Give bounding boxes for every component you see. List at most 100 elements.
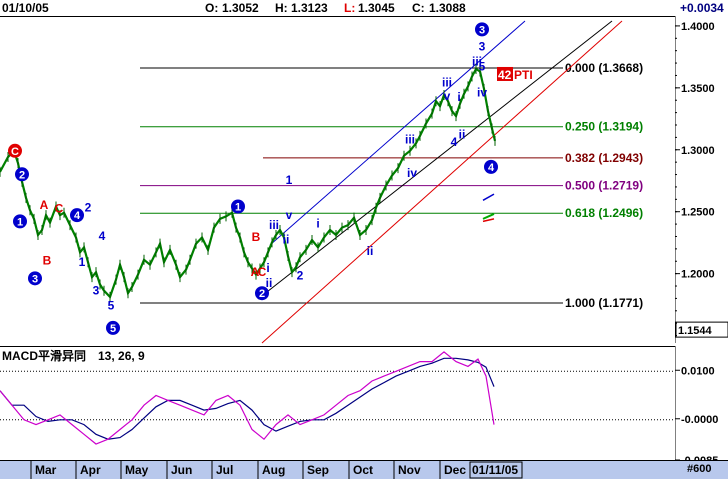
wave-circle-label: 4 [74, 210, 81, 222]
wave-circle [255, 286, 269, 301]
wave-label: i [316, 217, 319, 231]
wave-label: 2 [297, 269, 304, 283]
current-date: 01/10/05 [2, 1, 49, 15]
wave-label: 5 [108, 298, 115, 312]
wave-label: 4 [451, 135, 458, 149]
wave-label: v [444, 89, 451, 103]
channel-mid-line [257, 20, 613, 300]
wave-label: B [43, 254, 52, 268]
wave-label: ii [266, 276, 273, 290]
wave-label: ii [459, 127, 466, 141]
change-value: +0.0034 [680, 1, 724, 15]
high-value: 1.3123 [291, 1, 328, 15]
last-price-label: 1.1544 [678, 325, 713, 337]
wave-circle-label: 5 [110, 323, 116, 335]
macd-title: MACD平滑异同 [2, 348, 86, 363]
wave-circle-label: 3 [479, 24, 485, 36]
price-line [0, 67, 497, 299]
price-tick-label: 1.4000 [681, 21, 715, 33]
bar-count: #600 [675, 460, 728, 479]
price-tick-label: 1.2500 [681, 207, 715, 219]
wave-label: i [266, 261, 269, 275]
pti-box [497, 66, 513, 81]
channel-lower-line [261, 20, 623, 344]
wave-label: iii [442, 75, 452, 89]
month-label: May [125, 463, 149, 477]
wave-circle [484, 159, 498, 174]
price-tick-label: 1.3500 [681, 83, 715, 95]
open-label: O: [205, 1, 219, 15]
price-chart-svg[interactable]: 0.000 (1.3668) 0.250 (1.3194) 0.382 (1.294… [0, 17, 675, 344]
wave-label: iv [407, 166, 417, 180]
wave-label: C [55, 202, 64, 216]
cursor-date-label: 01/11/05 [472, 463, 518, 477]
month-label: Jul [216, 463, 233, 477]
wave-label: iii [472, 54, 482, 68]
projection-mark [482, 213, 495, 220]
macd-svg[interactable]: MACD平滑异同 13, 26, 9 [0, 347, 675, 462]
pti-text: PTI [514, 68, 533, 82]
month-label: Apr [80, 463, 101, 477]
macd-line [0, 351, 495, 445]
month-label: Jun [171, 463, 192, 477]
wave-label: 4 [99, 229, 106, 243]
macd-signal-line [0, 357, 495, 440]
macd-tick-label: 0.0100 [681, 365, 715, 377]
wave-circle [231, 199, 245, 214]
wave-circle-label: 2 [19, 169, 25, 181]
low-label: L: [344, 1, 356, 15]
month-label: Aug [262, 463, 285, 477]
wave-label: 3 [479, 39, 486, 53]
wave-circle [70, 208, 84, 223]
wave-label: A [40, 198, 49, 212]
wave-label: v [286, 208, 293, 222]
close-label: C: [412, 1, 425, 15]
wave-circle [475, 22, 489, 37]
wave-label: C [258, 265, 267, 279]
wave-label: 1 [286, 173, 293, 187]
bar-count-label: #600 [687, 463, 712, 475]
fib-label: 1.000 (1.1771) [565, 296, 643, 310]
date-axis-svg: Mar Apr May Jun Jul Aug Sep Oct Nov Dec 01/11/05 [30, 461, 523, 479]
wave-circle [15, 167, 29, 182]
macd-pane[interactable]: MACD平滑异同 13, 26, 9 [0, 346, 675, 462]
fib-label: 0.618 (1.2496) [565, 206, 643, 220]
macd-params: 13, 26, 9 [98, 349, 145, 363]
channel-upper-line [269, 20, 526, 246]
wave-label: iii [405, 132, 415, 146]
price-header: 01/10/05 O: 1.3052 H: 1.3123 L: 1.3045 C… [0, 0, 728, 16]
last-price-box [675, 321, 728, 338]
fib-label: 0.500 (1.2719) [565, 179, 643, 193]
price-tick-label: 1.2000 [681, 269, 715, 281]
macd-axis: 0.0100-0.0000-0.0085 [674, 346, 728, 467]
price-axis-svg: 1.4000 1.3500 1.3000 1.2500 1.2000 1.1544 [674, 16, 728, 343]
open-value: 1.3052 [222, 1, 259, 15]
macd-axis-svg: 0.0100-0.0000-0.0085 [674, 346, 718, 467]
fib-label: 0.000 (1.3668) [565, 61, 643, 75]
price-chart-pane[interactable]: 0.000 (1.3668) 0.250 (1.3194) 0.382 (1.294… [0, 16, 675, 344]
price-tick-label: 1.3000 [681, 145, 715, 157]
wave-circle-label: C [11, 146, 19, 158]
wave-circle [8, 143, 22, 158]
projection-mark [482, 193, 495, 201]
fib-label: 0.382 (1.2943) [565, 151, 643, 165]
wave-circle-label: 2 [259, 288, 265, 300]
wave-label: B [252, 230, 261, 244]
wave-label: 1 [79, 255, 86, 269]
projection-mark [482, 218, 495, 223]
wave-label: iv [477, 85, 487, 99]
month-label: Mar [35, 463, 57, 477]
wave-label: 2 [85, 200, 92, 214]
wave-circle-label: 3 [32, 273, 38, 285]
macd-tick-label: -0.0000 [681, 414, 718, 426]
wave-label: A [251, 265, 260, 279]
close-value: 1.3088 [429, 1, 466, 15]
wave-label: ii [367, 244, 374, 258]
date-axis: Mar Apr May Jun Jul Aug Sep Oct Nov Dec 01/11/05 [0, 460, 675, 479]
wave-label: i [457, 90, 460, 104]
wave-circle-label: 1 [17, 216, 23, 228]
high-label: H: [275, 1, 288, 15]
month-label: Sep [307, 463, 329, 477]
low-value: 1.3045 [358, 1, 395, 15]
wave-circle-label: 1 [235, 202, 241, 214]
